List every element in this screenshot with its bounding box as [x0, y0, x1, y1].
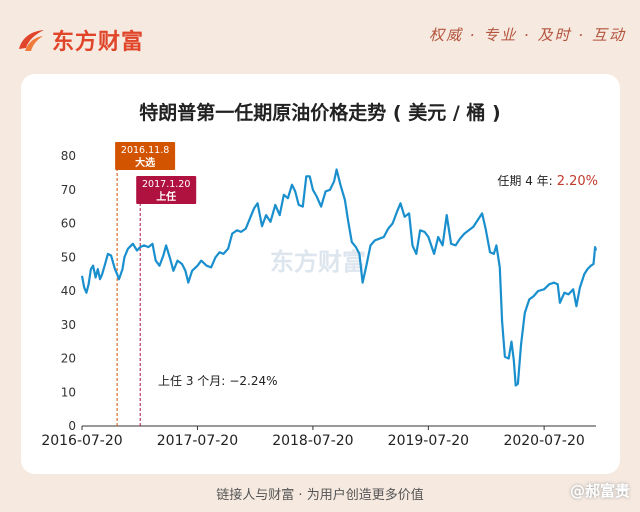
election-date-label: 2016.11.8 [121, 145, 169, 156]
inauguration-tag [136, 176, 197, 204]
y-tick-label: 30 [61, 318, 76, 332]
y-tick-label: 40 [61, 284, 76, 298]
event-lines [116, 158, 141, 426]
x-tick-label: 2020-07-20 [503, 433, 584, 449]
brand-name: 东方财富 [52, 30, 145, 55]
three-month-return-label: 上任 3 个月: [158, 374, 225, 388]
header: 东方财富 权威 · 专业 · 及时 · 互动 [0, 0, 640, 72]
brand-logo: 东方财富 [16, 24, 144, 56]
x-tick-label: 2017-07-20 [157, 433, 238, 449]
y-tick-label: 70 [61, 183, 76, 197]
term-return-note: 任期 4 年: 2.20% [497, 174, 598, 189]
y-tick-label: 80 [61, 149, 76, 163]
y-tick-label: 10 [61, 385, 76, 399]
x-tick-label: 2018-07-20 [272, 433, 353, 449]
oil-price-line [80, 168, 598, 387]
inauguration-event-label: 上任 [156, 190, 176, 203]
brand-swirl-icon [19, 30, 44, 51]
x-tick-label: 2016-07-20 [41, 433, 122, 449]
chart-title: 特朗普第一任期原油价格走势 ( 美元 / 桶 ) [139, 102, 501, 124]
x-tick-label: 2019-07-20 [388, 433, 469, 449]
y-tick-label: 20 [61, 352, 76, 366]
three-month-return-value: −2.24% [229, 374, 277, 388]
election-event-label: 大选 [135, 156, 155, 169]
return-notes: 任期 4 年: 2.20% 上任 3 个月: −2.24% [158, 174, 598, 388]
y-tick-label: 0 [68, 419, 76, 433]
brand-slogan: 权威 · 专业 · 及时 · 互动 [429, 26, 626, 44]
three-month-return-note: 上任 3 个月: −2.24% [158, 374, 278, 388]
chart-watermark: 东方财富 [270, 248, 366, 276]
axes: 0 10 20 30 40 50 60 70 80 2016-07-20 2017-07-20 201… [41, 149, 596, 449]
election-tag [115, 142, 176, 170]
y-tick-label: 60 [61, 217, 76, 231]
term-return-value: 2.20% [557, 174, 598, 189]
inauguration-date-label: 2017.1.20 [142, 179, 190, 190]
y-tick-label: 50 [61, 250, 76, 264]
footer-tagline: 链接人与财富 · 为用户创造更多价值 [216, 488, 424, 503]
corner-watermark: @郝富贵 [569, 482, 630, 500]
term-return-label: 任期 4 年: [497, 174, 552, 188]
